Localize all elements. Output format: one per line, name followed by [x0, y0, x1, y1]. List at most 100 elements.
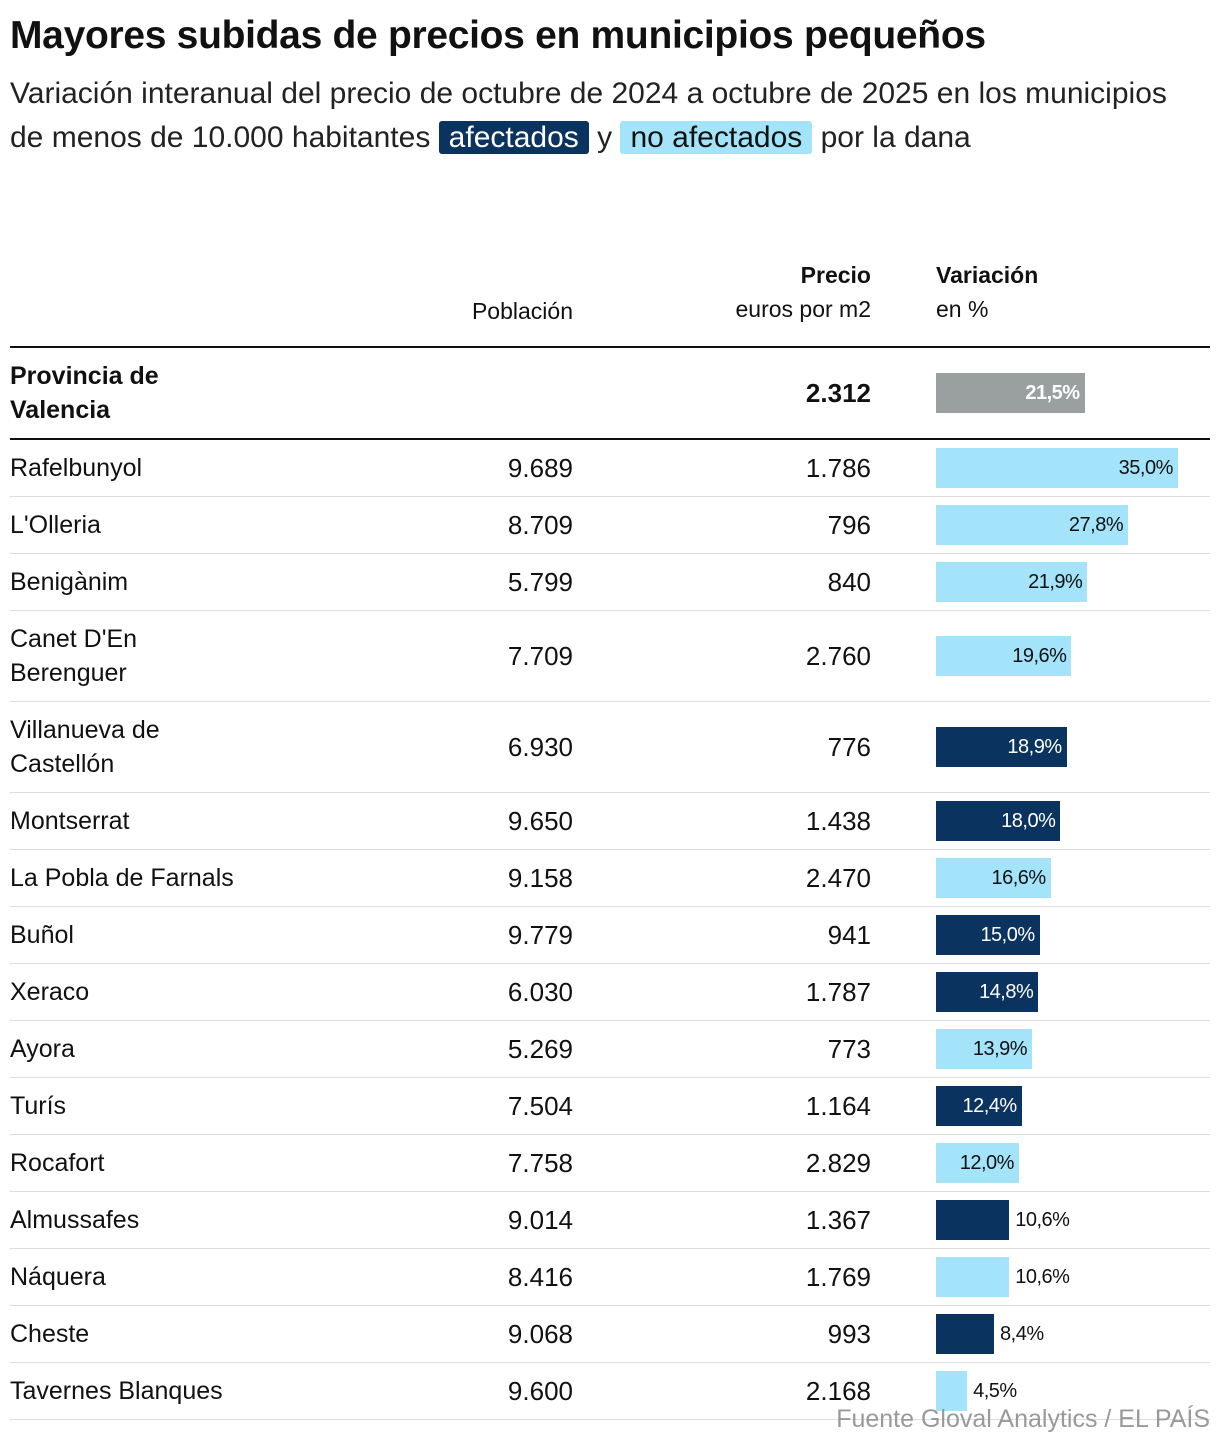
source: Fuente Gloval Analytics / EL PAÍS [836, 1405, 1210, 1433]
price: 1.164 [805, 1090, 871, 1121]
header-price-title: Precio [800, 262, 871, 288]
header-variation: Variación en % [936, 258, 1038, 326]
table-row: Almussafes 9.014 1.367 10,6% [10, 1192, 1210, 1249]
legend-not-affected: no afectados [620, 121, 813, 154]
subtitle: Variación interanual del precio de octub… [10, 72, 1190, 160]
price: 840 [827, 566, 871, 597]
table-row: Ayora 5.269 773 13,9% [10, 1021, 1210, 1078]
price: 1.786 [805, 452, 871, 483]
value-label: 19,6% [1012, 645, 1067, 667]
price: 1.787 [805, 976, 871, 1007]
population: 6.030 [507, 976, 573, 1007]
price: 1.438 [805, 805, 871, 836]
bar [936, 1086, 1022, 1126]
price: 2.470 [805, 862, 871, 893]
municipality: Tavernes Blanques [10, 1377, 223, 1405]
population: 9.779 [507, 919, 573, 950]
price: 993 [827, 1318, 871, 1349]
value-label: 12,4% [962, 1095, 1017, 1117]
municipality: Rocafort [10, 1149, 105, 1177]
subtitle-text: Variación interanual del precio de octub… [10, 77, 1167, 154]
table-row: Buñol 9.779 941 15,0% [10, 907, 1210, 964]
table-body: Provincia de Valencia 2.312 21,5% Rafelbuny… [10, 348, 1210, 1420]
price: 2.312 [805, 377, 871, 408]
table-row: Xeraco 6.030 1.787 14,8% [10, 964, 1210, 1021]
bar [936, 505, 1129, 545]
legend-affected: afectados [438, 121, 589, 154]
price: 1.769 [805, 1261, 871, 1292]
value-label: 4,5% [973, 1380, 1017, 1402]
population: 5.799 [507, 566, 573, 597]
header-price-unit: euros por m2 [735, 296, 871, 322]
table-row: Tavernes Blanques 9.600 2.168 4,5% [10, 1363, 1210, 1420]
population: 9.158 [507, 862, 573, 893]
bar [936, 801, 1061, 841]
population: 8.709 [507, 509, 573, 540]
value-label: 16,6% [991, 867, 1047, 889]
value-label: 10,6% [1015, 1266, 1070, 1288]
population: 7.504 [507, 1090, 573, 1121]
price: 2.829 [805, 1147, 871, 1178]
table-row: Villanueva de Castellón 6.930 776 18,9% [10, 702, 1210, 793]
bar [936, 727, 1067, 767]
value-label: 18,9% [1007, 736, 1062, 758]
municipality: Ayora [10, 1035, 75, 1063]
value-label: 8,4% [1000, 1323, 1044, 1345]
table-row: Turís 7.504 1.164 12,4% [10, 1078, 1210, 1135]
population: 9.600 [507, 1375, 573, 1406]
population: 8.416 [507, 1261, 573, 1292]
header-population: Población [471, 298, 573, 324]
municipality: La Pobla de Farnals [10, 864, 234, 892]
value-label: 14,8% [979, 981, 1034, 1003]
value-label: 12,0% [959, 1152, 1015, 1174]
municipality: Benigànim [10, 568, 129, 596]
header-variation-unit: en % [936, 296, 989, 322]
table-header: Población Precio euros por m2 Variación en… [10, 258, 1210, 348]
municipality: Buñol [10, 921, 74, 949]
municipality: Cheste [10, 1320, 90, 1348]
bar [936, 1143, 1019, 1183]
value-label: 18,0% [1001, 810, 1056, 832]
table-row: Náquera 8.416 1.769 10,6% [10, 1249, 1210, 1306]
bar [936, 1200, 1010, 1240]
price: 941 [827, 919, 871, 950]
bar [936, 915, 1040, 955]
municipality: Almussafes [10, 1206, 140, 1234]
price: 2.760 [805, 640, 871, 671]
table-row: La Pobla de Farnals 9.158 2.470 16,6% [10, 850, 1210, 907]
value-label: 35,0% [1118, 457, 1174, 479]
subtitle-text: por la dana [820, 121, 971, 154]
value-label: 27,8% [1068, 514, 1124, 536]
value-label: 10,6% [1015, 1209, 1070, 1231]
bar [936, 1314, 995, 1354]
table-row: L'Olleria 8.709 796 27,8% [10, 497, 1210, 554]
municipality: Rafelbunyol [10, 454, 143, 482]
population: 9.014 [507, 1204, 573, 1235]
price: 2.168 [805, 1375, 871, 1406]
value-label: 13,9% [972, 1038, 1028, 1060]
municipality: L'Olleria [10, 511, 101, 539]
table-row: Cheste 9.068 993 8,4% [10, 1306, 1210, 1363]
bar [936, 1371, 968, 1411]
price: 796 [827, 509, 871, 540]
table-row: Rafelbunyol 9.689 1.786 35,0% [10, 440, 1210, 497]
subtitle-text: y [597, 121, 613, 154]
header-variation-title: Variación [936, 262, 1039, 288]
table-row: Benigànim 5.799 840 21,9% [10, 554, 1210, 611]
population: 9.689 [507, 452, 573, 483]
price: 1.367 [805, 1204, 871, 1235]
municipality: Náquera [10, 1263, 106, 1291]
population: 7.758 [507, 1147, 573, 1178]
population: 9.068 [507, 1318, 573, 1349]
population: 9.650 [507, 805, 573, 836]
value-label: 21,5% [1025, 382, 1080, 404]
municipality: Montserrat [10, 807, 130, 835]
value-label: 15,0% [980, 924, 1035, 946]
bar [936, 1257, 1010, 1297]
table-row: Montserrat 9.650 1.438 18,0% [10, 793, 1210, 850]
bar [936, 972, 1039, 1012]
bar [936, 858, 1051, 898]
bar [936, 562, 1088, 602]
header-price: Precio euros por m2 [571, 258, 871, 326]
municipality: Villanueva de Castellón [10, 716, 160, 778]
